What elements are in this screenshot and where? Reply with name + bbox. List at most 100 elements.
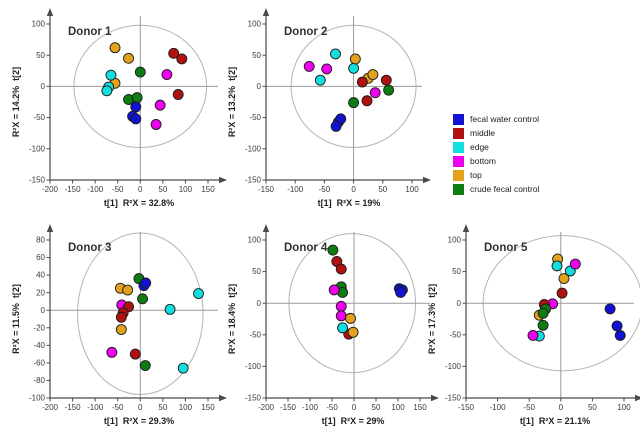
y-axis-label: R²X = 18.4% t[2] (227, 284, 237, 354)
legend-swatch-fwc (453, 114, 464, 125)
plot-title: Donor 1 (68, 26, 112, 38)
y-tick-label: 80 (36, 236, 45, 245)
data-point-middle (335, 263, 347, 275)
y-axis-label: R²X = 17.3% t[2] (427, 284, 437, 354)
y-tick-label: -50 (249, 113, 261, 122)
y-tick-label: 60 (36, 253, 45, 262)
x-tick-label: 150 (413, 403, 427, 412)
data-point-fwc (130, 113, 142, 125)
legend-item-crude: crude fecal control (453, 184, 539, 195)
data-point-middle (380, 74, 392, 86)
data-point-edge (164, 303, 176, 315)
data-point-crude (537, 307, 549, 319)
x-tick-label: 50 (372, 403, 381, 412)
x-axis-label: t[1] R²X = 29.3% (104, 416, 174, 426)
data-point-bottom (150, 119, 162, 130)
scatter-plot-donor-4: -200 -150 -100 -50 0 50 100 150100500-50-100-15… (227, 224, 439, 426)
y-tick-label: -50 (33, 113, 45, 122)
data-point-bottom (527, 329, 539, 341)
y-axis-label: R²X = 13.2% t[2] (227, 67, 237, 137)
x-tick-label: -200 (42, 403, 59, 412)
x-tick-label: 0 (352, 403, 357, 412)
y-tick-label: -20 (33, 323, 45, 332)
data-point-edge (101, 85, 113, 97)
legend-label: middle (470, 128, 496, 138)
y-axis-arrow-icon (462, 224, 470, 232)
data-point-edge (105, 69, 117, 81)
y-tick-label: 100 (448, 236, 462, 245)
y-tick-label: 50 (252, 267, 261, 276)
x-tick-label: -100 (287, 185, 304, 194)
y-axis-arrow-icon (46, 224, 54, 232)
legend-swatch-middle (453, 128, 464, 139)
y-tick-label: 50 (452, 267, 461, 276)
x-axis-arrow-icon (219, 176, 227, 184)
y-tick-label: -80 (33, 376, 45, 385)
data-point-top (558, 273, 570, 285)
x-axis-label: t[1] R²X = 19% (318, 198, 381, 208)
x-tick-label: 100 (179, 403, 193, 412)
x-tick-label: 50 (158, 403, 167, 412)
x-tick-label: -150 (458, 403, 475, 412)
legend-label: edge (470, 142, 489, 152)
plot-title: Donor 5 (484, 242, 528, 254)
legend-item-fwc: fecal water control (453, 114, 539, 125)
x-tick-label: -150 (280, 403, 297, 412)
data-point-top (345, 312, 356, 324)
x-tick-label: 0 (351, 185, 356, 194)
y-tick-label: -40 (33, 341, 45, 350)
x-axis-label: t[1] R²X = 32.8% (104, 198, 174, 208)
x-axis-label: t[1] R²X = 29% (322, 416, 385, 426)
x-tick-label: -150 (65, 403, 82, 412)
y-tick-label: 0 (257, 299, 262, 308)
data-point-fwc (130, 101, 142, 113)
data-point-edge (193, 288, 204, 299)
data-point-edge (314, 74, 326, 86)
data-point-fwc (140, 277, 152, 289)
data-point-top (115, 324, 127, 335)
y-tick-label: 100 (248, 236, 262, 245)
data-point-middle (361, 95, 373, 107)
data-point-middle (168, 47, 180, 59)
x-tick-label: 50 (378, 185, 387, 194)
scatter-plot-donor-5: -150 -100 -50 0 50 100 100 50 0 -50 -100 -150 Donor … (427, 224, 640, 426)
data-point-middle (556, 287, 568, 299)
legend-swatch-bottom (453, 156, 464, 167)
x-tick-label: 150 (201, 185, 215, 194)
data-point-crude (137, 293, 148, 305)
x-tick-label: -100 (490, 403, 507, 412)
y-axis-label: R²X = 14.2% t[2] (11, 67, 21, 137)
y-tick-label: 0 (41, 82, 46, 91)
data-point-fwc (611, 320, 623, 332)
y-tick-label: -100 (245, 144, 262, 153)
y-tick-label: -100 (445, 362, 462, 371)
y-tick-label: 0 (457, 299, 462, 308)
x-tick-label: -200 (258, 403, 275, 412)
scatter-plot-donor-2: -150 -100 -50 0 50 100 100 50 0 -50 -100 -150 Donor … (227, 8, 431, 208)
data-point-bottom (569, 258, 581, 270)
x-tick-label: 150 (201, 403, 215, 412)
plot-title: Donor 3 (68, 242, 111, 254)
x-tick-label: -150 (258, 185, 275, 194)
x-tick-label: -50 (326, 403, 338, 412)
legend-swatch-top (453, 170, 464, 181)
legend-item-top: top (453, 170, 539, 181)
data-point-bottom (335, 300, 347, 312)
data-point-crude (537, 319, 549, 331)
y-tick-label: 100 (248, 20, 262, 29)
data-point-bottom (154, 99, 166, 111)
data-point-top (367, 69, 379, 80)
data-point-edge (330, 48, 341, 60)
data-point-fwc (395, 287, 407, 298)
data-point-middle (115, 311, 127, 323)
y-axis-arrow-icon (262, 8, 270, 16)
data-point-middle (129, 348, 141, 360)
data-point-crude (134, 66, 146, 78)
legend-label: bottom (470, 156, 496, 166)
x-axis-label: t[1] R²X = 21.1% (520, 416, 590, 426)
y-tick-label: -50 (249, 330, 261, 339)
data-point-top (123, 52, 134, 64)
y-tick-label: 0 (257, 82, 262, 91)
x-tick-label: 100 (391, 403, 405, 412)
data-point-crude (383, 84, 395, 96)
